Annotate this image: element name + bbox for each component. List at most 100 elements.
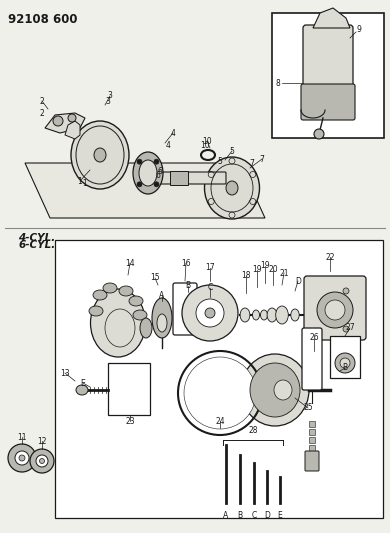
Text: 20: 20 [268, 265, 278, 274]
Text: 14: 14 [125, 259, 135, 268]
Text: 12: 12 [37, 437, 47, 446]
Bar [309, 453, 315, 459]
Text: 24: 24 [215, 416, 225, 425]
Ellipse shape [103, 283, 117, 293]
Circle shape [30, 449, 54, 473]
Polygon shape [45, 113, 85, 133]
Text: 15: 15 [150, 273, 160, 282]
Text: B: B [185, 281, 191, 290]
Circle shape [325, 300, 345, 320]
Text: 22: 22 [325, 253, 335, 262]
Polygon shape [25, 163, 265, 218]
Ellipse shape [133, 152, 163, 194]
Text: 5: 5 [230, 147, 234, 156]
Circle shape [137, 182, 142, 187]
Text: C: C [207, 284, 213, 293]
Text: 1: 1 [78, 176, 82, 185]
Text: 10: 10 [202, 136, 212, 146]
Text: 4: 4 [170, 128, 176, 138]
Text: A: A [223, 511, 229, 520]
Ellipse shape [139, 160, 157, 186]
Ellipse shape [252, 310, 259, 320]
Text: D: D [264, 511, 270, 520]
Ellipse shape [250, 363, 300, 417]
Text: 10: 10 [200, 141, 210, 149]
Circle shape [205, 308, 215, 318]
Ellipse shape [240, 308, 250, 322]
Text: 3: 3 [108, 92, 112, 101]
Text: 4: 4 [166, 141, 170, 149]
Circle shape [314, 129, 324, 139]
Ellipse shape [241, 354, 309, 426]
Bar [309, 429, 315, 435]
Text: 6-CYL.: 6-CYL. [18, 240, 55, 250]
Ellipse shape [157, 314, 167, 332]
Ellipse shape [90, 289, 145, 357]
Text: 18: 18 [241, 271, 251, 280]
Ellipse shape [71, 121, 129, 189]
Text: 92108 600: 92108 600 [8, 13, 78, 26]
Circle shape [137, 159, 142, 164]
Text: 8: 8 [276, 78, 280, 87]
Ellipse shape [89, 306, 103, 316]
Text: D: D [295, 277, 301, 286]
FancyBboxPatch shape [303, 25, 353, 91]
Text: 11: 11 [17, 432, 27, 441]
FancyBboxPatch shape [302, 328, 322, 390]
Circle shape [184, 357, 256, 429]
Circle shape [8, 444, 36, 472]
FancyBboxPatch shape [173, 283, 197, 335]
Circle shape [53, 116, 63, 126]
Ellipse shape [261, 310, 268, 320]
Circle shape [68, 114, 76, 122]
Text: 17: 17 [205, 263, 215, 272]
Bar [309, 445, 315, 451]
Circle shape [15, 451, 29, 465]
Ellipse shape [93, 290, 107, 300]
Ellipse shape [274, 380, 292, 400]
Text: 13: 13 [60, 368, 70, 377]
Circle shape [154, 182, 159, 187]
FancyBboxPatch shape [305, 451, 319, 471]
Text: 6: 6 [156, 171, 160, 180]
Bar [309, 421, 315, 427]
Text: 16: 16 [181, 259, 191, 268]
Text: 3: 3 [106, 96, 110, 106]
Text: A: A [160, 290, 165, 300]
Text: 5: 5 [218, 157, 222, 166]
Text: B: B [238, 511, 243, 520]
Text: 2: 2 [40, 109, 44, 117]
Text: 7: 7 [250, 158, 254, 167]
FancyBboxPatch shape [330, 336, 360, 378]
Circle shape [182, 285, 238, 341]
Text: 2: 2 [40, 96, 44, 106]
Text: 27: 27 [345, 324, 355, 333]
Ellipse shape [226, 181, 238, 195]
Text: 23: 23 [125, 416, 135, 425]
Text: 26: 26 [309, 334, 319, 343]
Ellipse shape [276, 306, 288, 324]
Bar [108, 363, 150, 415]
Circle shape [19, 455, 25, 461]
Ellipse shape [119, 286, 133, 296]
Ellipse shape [129, 296, 143, 306]
Circle shape [335, 353, 355, 373]
FancyBboxPatch shape [147, 172, 226, 184]
Circle shape [154, 159, 159, 164]
Bar [170, 171, 188, 185]
Text: 21: 21 [279, 269, 289, 278]
Circle shape [36, 455, 48, 467]
Polygon shape [65, 121, 80, 139]
Bar [309, 437, 315, 443]
Ellipse shape [94, 148, 106, 162]
Circle shape [317, 292, 353, 328]
Ellipse shape [291, 309, 299, 321]
Text: C: C [252, 511, 257, 520]
Text: 19: 19 [260, 262, 270, 271]
Text: 1: 1 [83, 179, 87, 188]
Text: 25: 25 [303, 403, 313, 413]
Circle shape [39, 458, 44, 464]
Text: 9: 9 [356, 26, 362, 35]
Circle shape [196, 299, 224, 327]
Text: 28: 28 [248, 426, 258, 435]
